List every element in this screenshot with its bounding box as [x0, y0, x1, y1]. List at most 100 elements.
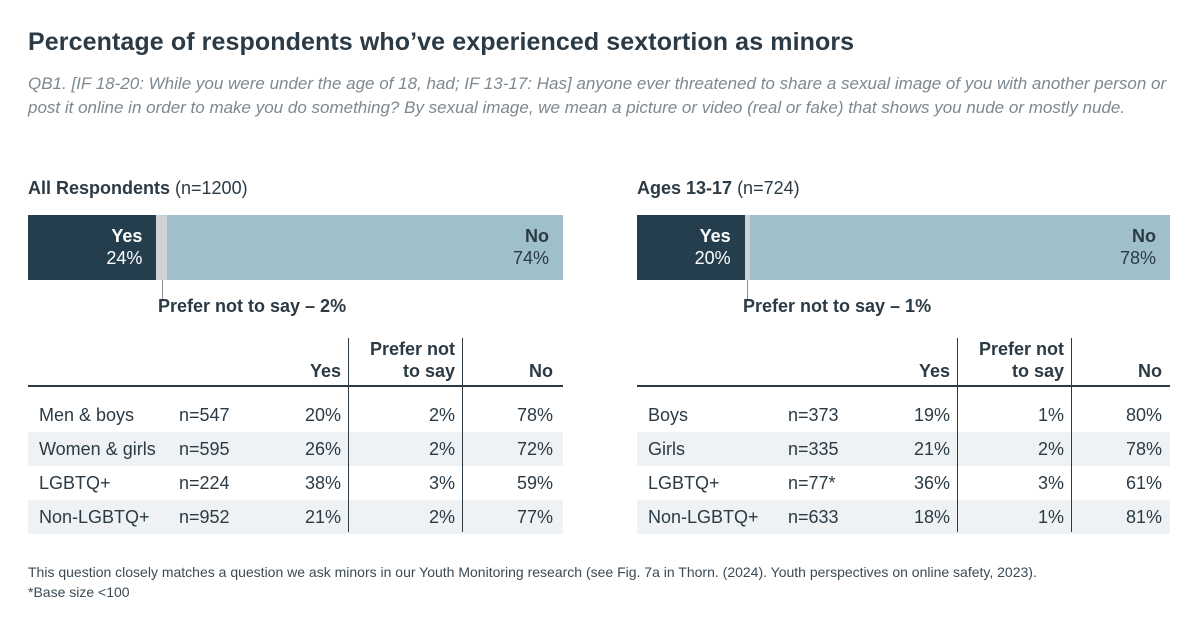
table-row: Boys n=373 19% 1% 80% — [637, 398, 1170, 432]
bar-segment-name: Yes — [111, 226, 143, 246]
row-n: n=595 — [179, 439, 230, 459]
bar-segment-no: No 78% — [750, 215, 1170, 280]
bar-segment-label: Yes 24% — [106, 225, 142, 269]
bar-segment-name: No — [524, 226, 549, 246]
row-no: 81% — [1125, 507, 1162, 527]
table-column-divider — [957, 338, 958, 532]
row-no: 77% — [516, 507, 553, 527]
bar-segment-name: No — [1131, 226, 1156, 246]
row-yes: 21% — [304, 507, 341, 527]
header-yes: Yes — [918, 361, 950, 381]
row-group: Non-LGBTQ+ — [648, 507, 759, 527]
row-no: 72% — [516, 439, 553, 459]
row-prefer: 3% — [1037, 473, 1064, 493]
prefer-not-label: Prefer not to say – 1% — [743, 296, 932, 316]
panel-heading: Ages 13-17 (n=724) — [637, 176, 1170, 200]
table-row: Men & boys n=547 20% 2% 78% — [28, 398, 563, 432]
row-group: Boys — [648, 405, 689, 425]
table-row: Women & girls n=595 26% 2% 72% — [28, 432, 563, 466]
table-row: Girls n=335 21% 2% 78% — [637, 432, 1170, 466]
table-column-divider — [1071, 338, 1072, 532]
table-column-divider — [462, 338, 463, 532]
bar-segment-value: 78% — [1119, 248, 1156, 268]
panel-heading-group: All Respondents — [28, 178, 171, 198]
row-no: 61% — [1125, 473, 1162, 493]
row-n: n=224 — [179, 473, 230, 493]
row-n: n=335 — [788, 439, 839, 459]
panel-heading: All Respondents (n=1200) — [28, 176, 563, 200]
bar-segment-pnts — [156, 215, 168, 280]
bar-segment-value: 20% — [694, 248, 731, 268]
row-group: Girls — [648, 439, 685, 459]
header-prefer-line2: to say — [1011, 361, 1064, 381]
row-yes: 21% — [913, 439, 950, 459]
header-no: No — [529, 361, 553, 381]
question-text: QB1. [IF 18-20: While you were under the… — [28, 74, 1167, 117]
prefer-not-leader-line — [747, 280, 748, 300]
row-group: Women & girls — [39, 439, 156, 459]
row-n: n=547 — [179, 405, 230, 425]
table-row: LGBTQ+ n=224 38% 3% 59% — [28, 466, 563, 500]
row-no: 78% — [1125, 439, 1162, 459]
header-no: No — [1138, 361, 1162, 381]
row-yes: 36% — [913, 473, 950, 493]
row-n: n=952 — [179, 507, 230, 527]
row-prefer: 2% — [428, 507, 455, 527]
bar-segment-label: Yes 20% — [695, 225, 731, 269]
row-prefer: 2% — [428, 439, 455, 459]
table-row: Non-LGBTQ+ n=952 21% 2% 77% — [28, 500, 563, 534]
stacked-bar: Yes 24% No 74% — [28, 215, 563, 280]
row-prefer: 3% — [428, 473, 455, 493]
bar-segment-label: No 74% — [513, 225, 549, 269]
row-prefer: 1% — [1037, 405, 1064, 425]
bar-segment-pnts — [744, 215, 751, 280]
header-yes: Yes — [309, 361, 341, 381]
panel-all-respondents: All Respondents (n=1200) Yes 24% No 74% Prefe… — [28, 176, 563, 536]
row-prefer: 2% — [1037, 439, 1064, 459]
prefer-not-label: Prefer not to say – 2% — [158, 296, 347, 316]
header-prefer-not: Prefer not to say — [979, 338, 1064, 382]
breakdown-table: Yes Prefer not to say No Men & boys n=547 20% 2… — [28, 338, 563, 534]
row-n: n=373 — [788, 405, 839, 425]
row-n: n=77* — [788, 473, 836, 493]
row-yes: 38% — [304, 473, 341, 493]
header-prefer-not: Prefer not to say — [370, 338, 455, 382]
table-row: Non-LGBTQ+ n=633 18% 1% 81% — [637, 500, 1170, 534]
row-prefer: 1% — [1037, 507, 1064, 527]
panel-heading-n: (n=1200) — [170, 178, 248, 198]
table-row: LGBTQ+ n=77* 36% 3% 61% — [637, 466, 1170, 500]
bar-segment-value: 24% — [106, 248, 143, 268]
row-no: 59% — [516, 473, 553, 493]
row-yes: 19% — [913, 405, 950, 425]
bar-segment-name: Yes — [699, 226, 731, 246]
bar-segment-no: No 74% — [167, 215, 563, 280]
panel-heading-group: Ages 13-17 — [637, 178, 733, 198]
bar-segment-yes: Yes 24% — [28, 215, 157, 280]
bar-segment-label: No 78% — [1120, 225, 1156, 269]
stacked-bar: Yes 20% No 78% — [637, 215, 1170, 280]
breakdown-table: Yes Prefer not to say No Boys n=373 19% 1% 80% Gi… — [637, 338, 1170, 534]
prefer-not-leader-line — [162, 280, 163, 300]
bar-segment-value: 74% — [512, 248, 549, 268]
row-group: LGBTQ+ — [648, 473, 720, 493]
bar-segment-yes: Yes 20% — [637, 215, 745, 280]
panel-heading-n: (n=724) — [732, 178, 800, 198]
row-prefer: 2% — [428, 405, 455, 425]
row-yes: 26% — [304, 439, 341, 459]
footnote-source: This question closely matches a question… — [28, 564, 1037, 580]
footnote-base-size: *Base size <100 — [28, 584, 130, 600]
header-prefer-line1: Prefer not — [369, 339, 455, 359]
row-group: LGBTQ+ — [39, 473, 111, 493]
header-prefer-line1: Prefer not — [978, 339, 1064, 359]
panel-ages-13-17: Ages 13-17 (n=724) Yes 20% No 78% Prefer not … — [637, 176, 1170, 536]
table-column-divider — [348, 338, 349, 532]
header-prefer-line2: to say — [402, 361, 455, 381]
chart-title: Percentage of respondents who’ve experie… — [28, 28, 855, 56]
table-header: Yes Prefer not to say No — [28, 338, 563, 387]
row-no: 78% — [516, 405, 553, 425]
row-yes: 20% — [304, 405, 341, 425]
footnote: This question closely matches a question… — [28, 562, 1037, 602]
row-group: Men & boys — [39, 405, 135, 425]
row-yes: 18% — [913, 507, 950, 527]
row-group: Non-LGBTQ+ — [39, 507, 150, 527]
